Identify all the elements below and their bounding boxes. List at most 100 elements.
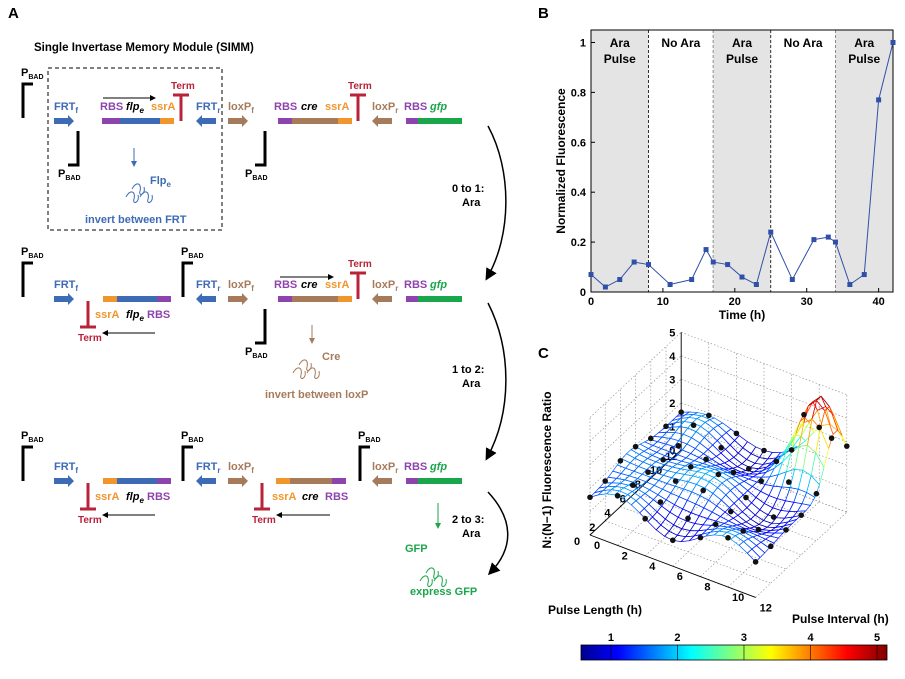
surface-cell (669, 504, 684, 518)
y-tick-label: 0.4 (571, 187, 587, 199)
loxp-f-site-row3 (228, 475, 248, 487)
data-point (768, 229, 774, 235)
promoter-row1-flp-reverse: PBAD (58, 131, 81, 182)
grid-line (635, 492, 802, 556)
flp-gene-label-row3: flpe (126, 491, 144, 505)
terminator-row1-cre: Term (348, 81, 372, 121)
region-label-line1: No Ara (784, 36, 823, 50)
z-tick-label: 0 (669, 445, 675, 457)
loxp-f-label-row2: loxPf (228, 279, 254, 293)
sample-point (788, 447, 795, 453)
colorbar (580, 644, 888, 661)
sample-point (648, 435, 654, 442)
data-point (789, 277, 795, 283)
sample-point (773, 458, 780, 465)
sample-point (798, 512, 804, 518)
frt-f-label-row1: FRTf (54, 101, 78, 115)
loxp-r-site-row1 (372, 115, 392, 127)
sample-point (614, 492, 621, 499)
ssra-bar-row2-cre (338, 296, 352, 302)
ssra-label-row1-cre: ssrA (325, 101, 350, 113)
surface-cell (667, 466, 682, 474)
surface-cell (678, 488, 693, 501)
sample-point (675, 442, 682, 449)
rbs-label-row2-flp: RBS (147, 309, 170, 321)
rbs-label-row3-cre: RBS (325, 491, 348, 503)
x-tick-label: 10 (657, 296, 669, 308)
region-label-line1: Ara (854, 36, 874, 50)
surface-cell (763, 495, 778, 509)
data-point (710, 259, 716, 265)
surface-cell (746, 548, 761, 563)
ssra-label-row2-flp: ssrA (95, 309, 120, 321)
promoter-label: PBAD (181, 430, 204, 444)
y-tick-label: 8 (635, 479, 641, 491)
sample-point (632, 443, 639, 450)
surface-cell (759, 502, 774, 516)
frt-f-label-row3: FRTf (54, 461, 78, 475)
promoter-label: PBAD (245, 346, 268, 360)
colorbar-tick-label: 1 (608, 632, 614, 644)
sample-point (690, 422, 697, 429)
term-label: Term (78, 515, 102, 526)
surface-cell (738, 541, 753, 554)
surface-cell (755, 490, 770, 504)
region-label-line2: Pulse (726, 52, 758, 66)
transition-0-to-1-inducer: Ara (462, 197, 481, 209)
x-tick-label: 0 (594, 540, 600, 552)
grid-line (681, 355, 847, 419)
z-tick-label: 4 (669, 351, 676, 363)
region-label-line1: Ara (610, 36, 630, 50)
sample-point (630, 482, 636, 488)
y-tick-label: 0.8 (571, 87, 586, 99)
sample-point (816, 424, 822, 431)
promoter-row2-cre-reverse: PBAD (245, 309, 268, 360)
sample-point (663, 423, 669, 430)
x-tick-label: 8 (704, 582, 710, 594)
surface-cell (647, 516, 662, 531)
sample-point (725, 534, 731, 541)
x-tick-label: 6 (677, 571, 683, 583)
rbs-bar-row1-gfp (406, 118, 418, 124)
surface-cell (704, 481, 719, 494)
x-tick-label: 30 (801, 296, 813, 308)
rbs-bar-row3-cre (332, 478, 346, 484)
surface-cell (682, 427, 697, 439)
x-tick-label: 4 (649, 561, 656, 573)
surface-cell (682, 499, 697, 514)
sample-point (685, 515, 691, 522)
chart-b-xlabel: Time (h) (719, 308, 765, 322)
x-tick-label: 40 (872, 296, 884, 308)
transition-1-to-2-inducer: Ara (462, 378, 481, 390)
rbs-label-row3-gfp: RBS (404, 461, 427, 473)
invert-loxp-caption: invert between loxP (265, 389, 368, 401)
surface-cell (691, 431, 705, 444)
gfp-gene-label-row1: gfp (429, 101, 447, 113)
region-label-line1: Ara (732, 36, 752, 50)
sample-point (761, 447, 767, 454)
data-point (753, 282, 759, 288)
data-point (703, 247, 709, 253)
flp-bar-row2 (117, 296, 157, 302)
gfp-protein-icon (419, 567, 447, 587)
colorbar-tick-label: 5 (874, 632, 880, 644)
surface-cell (694, 442, 709, 455)
surface-cell (798, 418, 813, 447)
sample-point (813, 490, 820, 497)
frt-r-site-row2 (196, 293, 216, 305)
surface-cell (653, 479, 668, 490)
frt-r-label-row1: FRTr (196, 101, 221, 115)
flp-bar-row1 (120, 118, 160, 124)
data-point (646, 262, 652, 268)
y-tick-label: 0.2 (571, 237, 586, 249)
data-point (825, 234, 831, 240)
sample-point (700, 487, 706, 494)
loxp-f-site-row2 (228, 293, 248, 305)
transition-2-to-3-inducer: Ara (462, 528, 481, 540)
x-axis-line (589, 534, 756, 598)
data-point (667, 282, 673, 288)
ssra-label-row3-flp: ssrA (95, 491, 120, 503)
surface-cell (678, 433, 693, 445)
surface-cell (687, 475, 702, 485)
